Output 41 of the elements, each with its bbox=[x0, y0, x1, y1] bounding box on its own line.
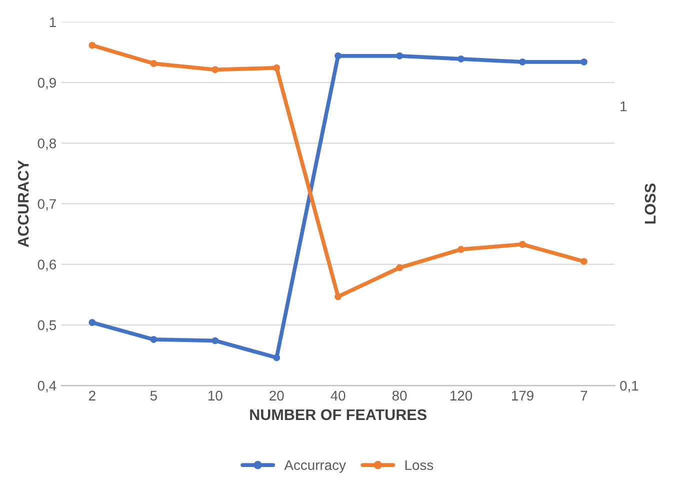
y-tick-label: 0,9 bbox=[38, 78, 56, 90]
point bbox=[150, 60, 158, 67]
x-tick-label: 40 bbox=[330, 390, 346, 401]
point bbox=[580, 258, 588, 265]
x-tick-label: 2 bbox=[89, 390, 96, 400]
x-tick-label: 5 bbox=[150, 390, 157, 401]
y2-tick-label: 1 bbox=[620, 102, 627, 112]
point bbox=[334, 293, 342, 300]
point bbox=[580, 58, 588, 66]
point bbox=[458, 55, 464, 62]
x-tick-label: 80 bbox=[392, 390, 407, 401]
point bbox=[273, 354, 280, 362]
point bbox=[519, 58, 526, 66]
point bbox=[212, 66, 219, 74]
point bbox=[396, 264, 404, 272]
legend-label: Loss bbox=[405, 460, 434, 470]
point bbox=[519, 240, 526, 248]
y-tick-label: 0,6 bbox=[38, 260, 56, 272]
y-tick-label: 0,8 bbox=[38, 138, 56, 150]
point bbox=[88, 42, 96, 49]
point bbox=[273, 64, 280, 72]
y-tick-label: 0,4 bbox=[38, 380, 56, 392]
x-tick-label: 179 bbox=[512, 390, 534, 401]
y-tick-label: 0,5 bbox=[38, 320, 56, 332]
point bbox=[396, 52, 404, 60]
y2-tick-label: 0,1 bbox=[620, 380, 638, 392]
legend-label: Accurracy bbox=[284, 460, 346, 473]
x-tick-label: 20 bbox=[270, 390, 284, 401]
point bbox=[212, 337, 219, 344]
x-axis-title: NUMBER OF FEATURES bbox=[250, 409, 426, 420]
y-tick-label: 0,7 bbox=[38, 199, 56, 211]
point bbox=[88, 319, 96, 326]
y-tick-label: 1 bbox=[50, 17, 56, 27]
x-tick-label: 10 bbox=[208, 390, 222, 401]
x-tick-label: 120 bbox=[450, 390, 472, 401]
point bbox=[458, 246, 464, 253]
x-tick-label: 7 bbox=[580, 390, 588, 400]
point bbox=[334, 52, 342, 60]
point bbox=[150, 336, 158, 343]
y-axis-title: ACCURACY bbox=[18, 160, 29, 248]
y2-axis-title: LOSS bbox=[644, 184, 656, 224]
